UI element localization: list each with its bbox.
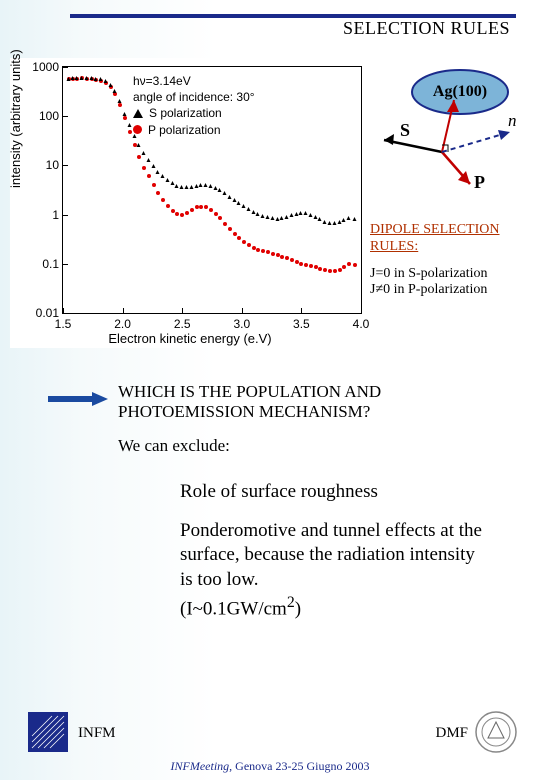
chart-ylabel: intensity (arbitrary units) — [8, 49, 23, 188]
dipole-rule-2: J≠0 in P-polarization — [370, 282, 522, 298]
triangle-icon — [133, 109, 143, 118]
question-text: WHICH IS THE POPULATION AND PHOTOEMISSIO… — [118, 382, 500, 422]
ytick-label: 1000 — [32, 60, 63, 74]
ytick-label: 0.1 — [42, 257, 63, 271]
conclusion-1: Role of surface roughness — [180, 480, 490, 505]
conclusions: Role of surface roughness Ponderomotive … — [180, 480, 490, 636]
chart-plot-area: hν=3.14eV angle of incidence: 30° S pola… — [62, 66, 362, 314]
geometry-diagram: Ag(100) S P n — [382, 62, 522, 202]
dipole-heading: DIPOLE SELECTION RULES: — [370, 222, 522, 256]
xtick-label: 3.5 — [293, 313, 310, 331]
xtick-label: 3.0 — [233, 313, 250, 331]
ytick-label: 100 — [39, 109, 63, 123]
ytick-label: 10 — [46, 158, 63, 172]
dipole-rule-1: J=0 in S-polarization — [370, 266, 522, 282]
svg-text:P: P — [474, 172, 485, 192]
infm-logo-icon — [26, 710, 70, 754]
xtick-label: 2.0 — [114, 313, 131, 331]
arrow-right-icon — [48, 392, 108, 406]
infm-label: INFM — [78, 725, 116, 742]
chart-xlabel: Electron kinetic energy (e.V) — [10, 331, 370, 346]
xtick-label: 4.0 — [353, 313, 370, 331]
dmf-logo-icon — [474, 710, 518, 754]
legend-line2: angle of incidence: 30° — [133, 89, 255, 105]
legend-series-p: P polarization — [133, 122, 255, 138]
legend-line1: hν=3.14eV — [133, 73, 255, 89]
svg-text:n: n — [508, 111, 517, 130]
legend-series-s: S polarization — [133, 105, 255, 121]
footer-text: INFMeeting, Genova 23-25 Giugno 2003 — [0, 759, 540, 774]
intensity-chart: intensity (arbitrary units) Electron kin… — [10, 58, 370, 348]
ytick-label: 1 — [52, 208, 63, 222]
xtick-label: 2.5 — [174, 313, 191, 331]
xtick-label: 1.5 — [55, 313, 72, 331]
page-title: SELECTION RULES — [343, 18, 510, 39]
dipole-rules: DIPOLE SELECTION RULES: J=0 in S-polariz… — [370, 222, 522, 298]
svg-text:S: S — [400, 120, 410, 140]
chart-legend: hν=3.14eV angle of incidence: 30° S pola… — [133, 73, 255, 138]
dmf-label: DMF — [435, 725, 468, 742]
exclude-text: We can exclude: — [118, 436, 230, 456]
surface-label: Ag(100) — [433, 83, 487, 100]
conclusion-2: Ponderomotive and tunnel effects at the … — [180, 519, 490, 622]
